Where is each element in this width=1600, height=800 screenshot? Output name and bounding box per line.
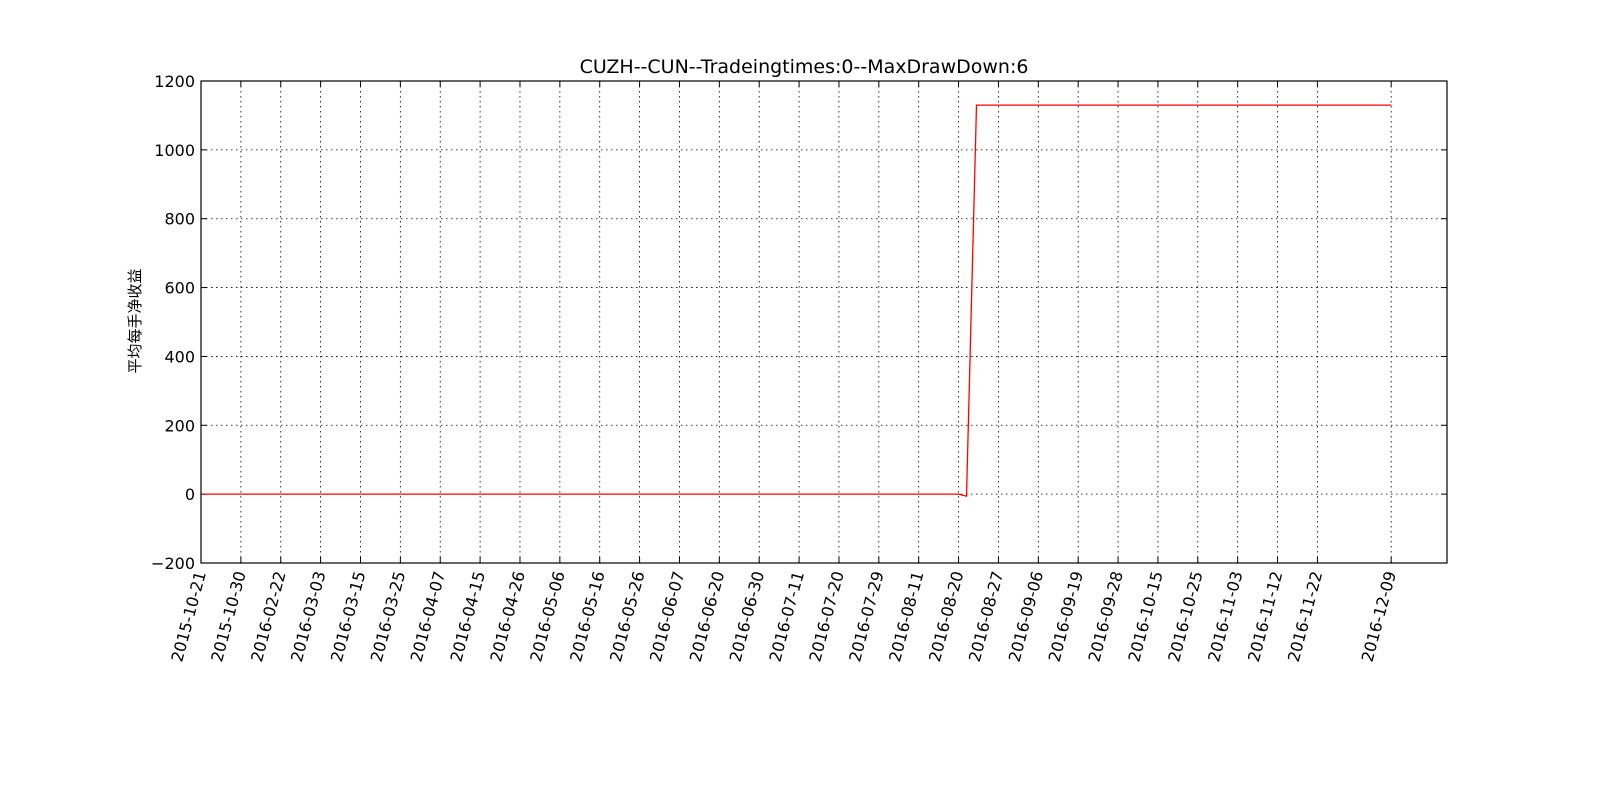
x-tick-label: 2016-10-25 xyxy=(1164,569,1206,664)
y-tick-label: −200 xyxy=(151,554,195,573)
x-tick-label: 2016-04-26 xyxy=(486,569,528,664)
y-tick-label: 1200 xyxy=(154,72,195,91)
x-tick-label: 2016-09-06 xyxy=(1005,569,1047,664)
y-tick-label: 400 xyxy=(164,347,195,366)
x-tick-label: 2016-05-06 xyxy=(526,569,568,664)
x-tick-label: 2016-05-16 xyxy=(566,569,608,664)
x-tick-label: 2016-11-03 xyxy=(1204,569,1246,664)
x-tick-label: 2016-07-29 xyxy=(845,569,887,664)
series-layer xyxy=(201,104,1392,498)
y-tick-label: 0 xyxy=(185,485,195,504)
x-tick-label: 2016-06-30 xyxy=(726,569,768,664)
x-tick-label: 2016-07-20 xyxy=(805,569,847,664)
grid xyxy=(200,80,1447,564)
x-tick-label: 2016-09-19 xyxy=(1045,569,1087,664)
x-tick-label: 2016-08-11 xyxy=(885,569,927,664)
x-tick-labels: 2015-10-212015-10-302016-02-222016-03-03… xyxy=(167,569,1400,664)
x-tick-label: 2016-05-26 xyxy=(606,569,648,664)
x-tick-label: 2016-08-27 xyxy=(965,569,1007,664)
x-tick-label: 2016-11-12 xyxy=(1244,569,1286,664)
y-tick-label: 600 xyxy=(164,279,195,298)
axis-ticks xyxy=(200,80,1447,564)
x-tick-label: 2016-12-09 xyxy=(1358,569,1400,664)
chart-title: CUZH--CUN--Tradeingtimes:0--MaxDrawDown:… xyxy=(580,56,1029,78)
series-line xyxy=(201,104,1392,498)
x-tick-label: 2015-10-21 xyxy=(167,569,209,664)
x-tick-label: 2016-09-28 xyxy=(1085,569,1127,664)
x-tick-label: 2016-06-20 xyxy=(686,569,728,664)
y-tick-label: 200 xyxy=(164,416,195,435)
plot-area-frame xyxy=(200,80,1448,564)
x-tick-label: 2016-02-22 xyxy=(247,569,289,664)
x-tick-label: 2016-03-25 xyxy=(367,569,409,664)
y-tick-label: 1000 xyxy=(154,141,195,160)
x-tick-label: 2016-04-15 xyxy=(447,569,489,664)
y-tick-labels: −200 0 200 400 600 800 1000 1200 xyxy=(151,72,195,573)
x-tick-label: 2015-10-30 xyxy=(207,569,249,664)
x-tick-label: 2016-10-15 xyxy=(1124,569,1166,664)
x-tick-label: 2016-04-07 xyxy=(407,569,449,664)
x-tick-label: 2016-03-15 xyxy=(327,569,369,664)
x-tick-label: 2016-06-07 xyxy=(646,569,688,664)
y-tick-label: 800 xyxy=(164,210,195,229)
y-axis-label: 平均每手净收益 xyxy=(126,268,144,373)
x-tick-label: 2016-11-22 xyxy=(1284,569,1326,664)
x-tick-label: 2016-08-20 xyxy=(925,569,967,664)
x-tick-label: 2016-03-03 xyxy=(287,569,329,664)
x-tick-label: 2016-07-11 xyxy=(766,569,808,664)
